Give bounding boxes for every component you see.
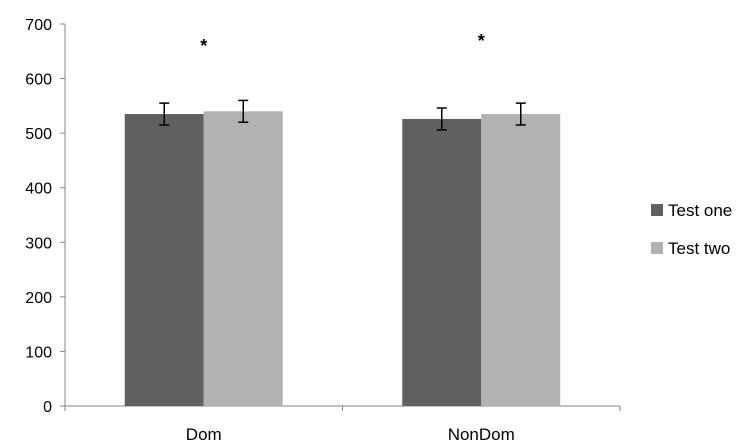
significance-markers: * * (200, 31, 485, 56)
x-axis: Dom NonDom (64, 405, 621, 444)
y-tick-label: 100 (25, 344, 52, 361)
bar (402, 118, 482, 406)
x-category-label: NonDom (448, 425, 515, 444)
legend-swatch (651, 242, 663, 254)
legend-label: Test one (668, 201, 732, 220)
y-tick-label: 700 (25, 17, 52, 34)
y-axis: 0 100 200 300 400 500 600 700 (25, 17, 66, 416)
significance-marker: * (200, 36, 207, 56)
bar (481, 114, 561, 407)
bar (203, 111, 283, 407)
y-tick-label: 300 (25, 235, 52, 252)
bars (124, 111, 561, 407)
legend: Test one Test two (651, 201, 732, 258)
y-tick-label: 400 (25, 181, 52, 198)
y-tick-label: 0 (43, 399, 52, 416)
error-bars (159, 99, 526, 131)
legend-swatch (651, 204, 663, 216)
significance-marker: * (478, 31, 485, 51)
y-tick-label: 200 (25, 290, 52, 307)
y-tick-label: 600 (25, 72, 52, 89)
legend-label: Test two (668, 239, 730, 258)
y-tick-label: 500 (25, 126, 52, 143)
x-category-label: Dom (186, 425, 222, 444)
bar (124, 114, 204, 407)
